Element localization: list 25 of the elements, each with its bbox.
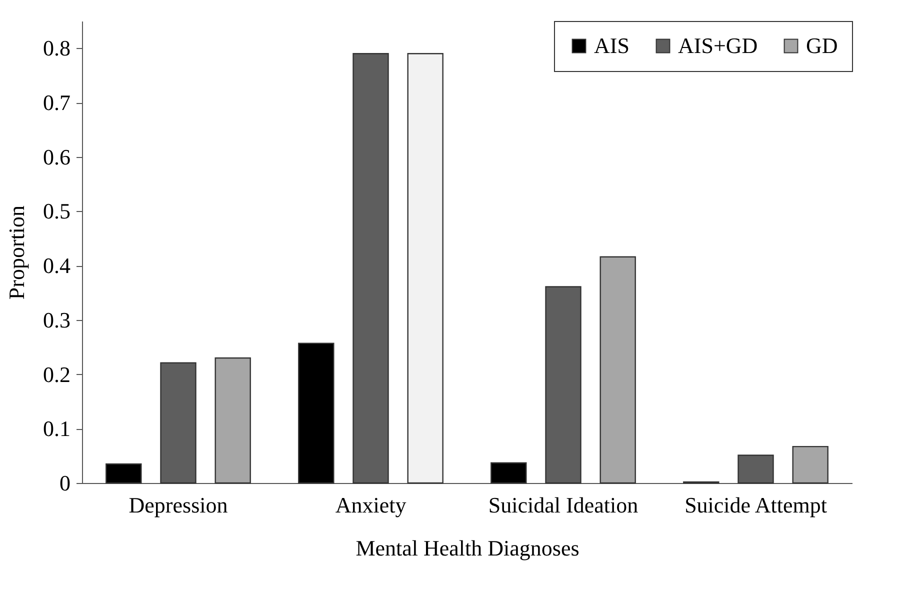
bar [600, 256, 636, 484]
y-tick-label: 0.2 [43, 362, 70, 387]
legend-label: AIS [594, 33, 630, 58]
bar [407, 53, 444, 484]
bar [792, 446, 828, 484]
x-tick-label: Suicidal Ideation [488, 492, 638, 518]
y-tick-label: 0.4 [43, 253, 70, 278]
y-tick-label: 0.8 [43, 36, 70, 61]
x-tick-label: Anxiety [335, 492, 406, 518]
bar [214, 357, 251, 484]
y-tick-label: 0 [60, 470, 70, 496]
bar [490, 462, 527, 484]
y-tick-label: 0.5 [43, 198, 70, 224]
x-tick-label: Suicide Attempt [684, 492, 827, 518]
x-axis-title: Mental Health Diagnoses [356, 536, 580, 560]
bar [106, 463, 142, 484]
y-tick-label: 0.1 [43, 416, 70, 442]
y-tick-label: 0.6 [43, 144, 70, 170]
y-tick-label: 0.7 [43, 90, 70, 116]
legend-label: GD [806, 33, 838, 58]
legend-label: AIS+GD [678, 33, 758, 58]
x-tick-label: Depression [128, 492, 228, 518]
y-tick-label: 0.3 [43, 307, 70, 332]
y-axis-title: Proportion [4, 205, 29, 300]
bar [298, 342, 334, 484]
